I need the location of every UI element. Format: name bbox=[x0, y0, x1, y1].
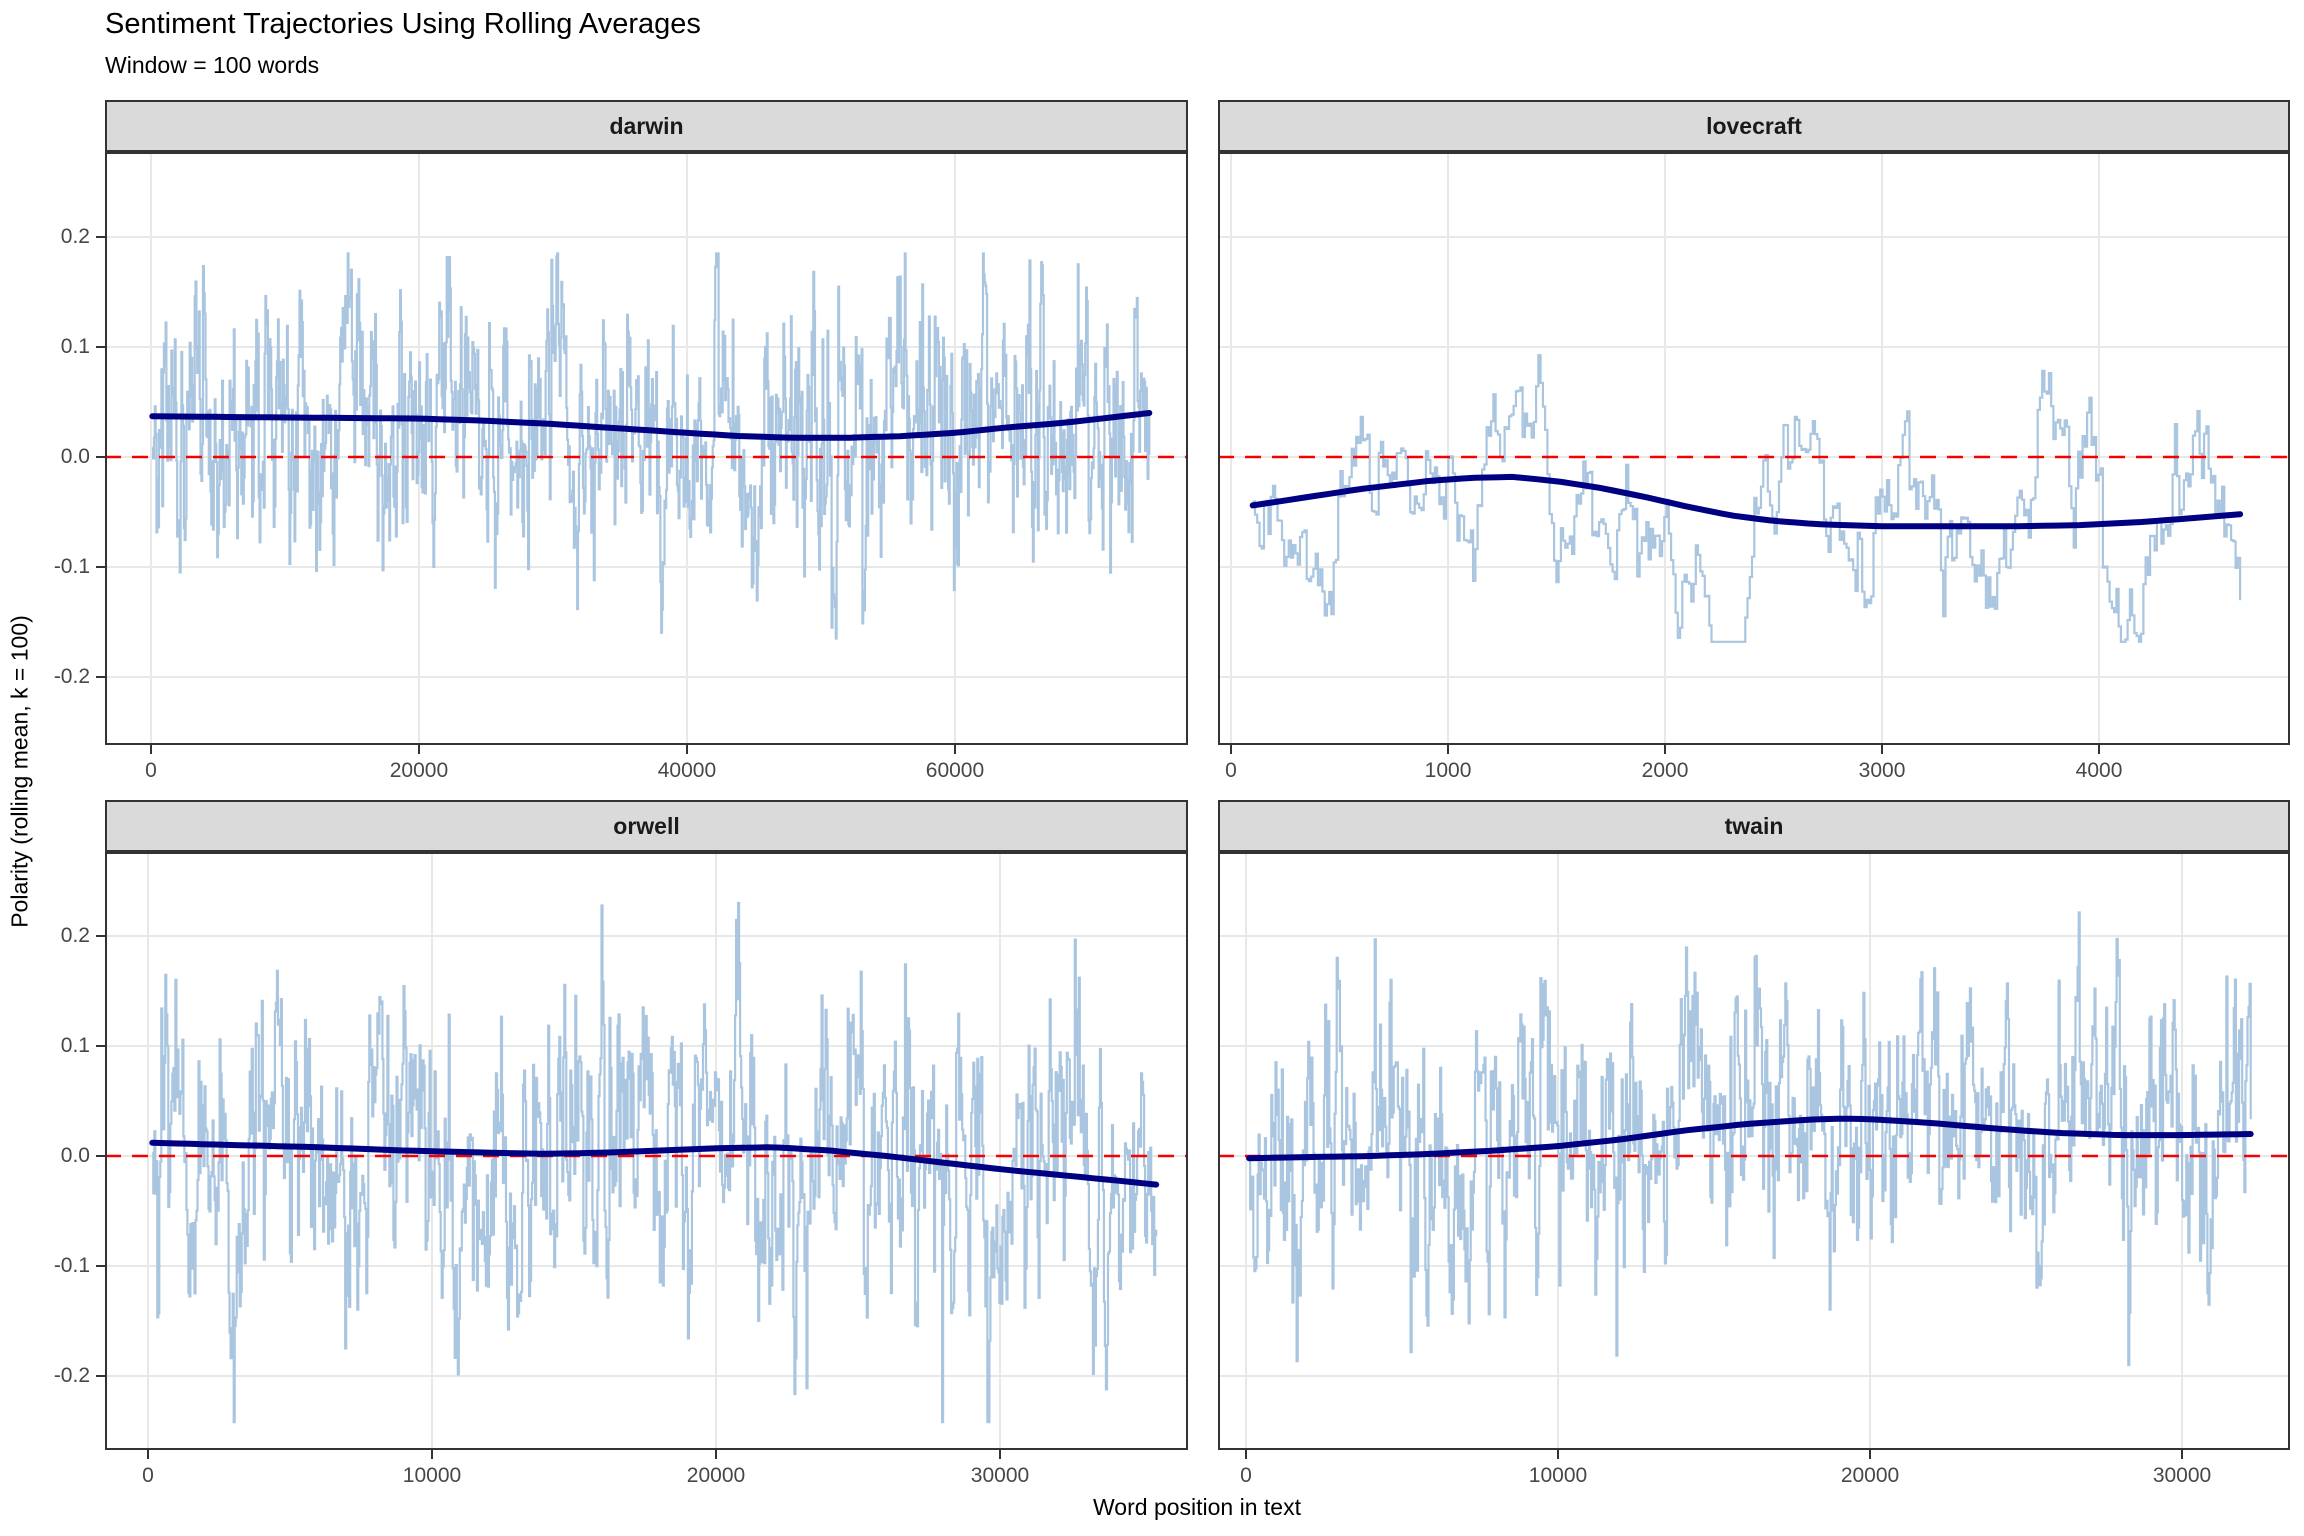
x-tick-label: 10000 bbox=[1528, 1464, 1588, 1487]
x-tick-label: 4000 bbox=[2075, 759, 2123, 782]
y-tick-label: 0.1 bbox=[60, 1034, 90, 1058]
y-tick-label: 0.1 bbox=[60, 335, 90, 359]
y-tick-label: -0.1 bbox=[53, 1253, 90, 1277]
x-tick-mark bbox=[1869, 1450, 1872, 1459]
x-tick-label: 40000 bbox=[657, 759, 717, 782]
x-tick-mark bbox=[714, 1450, 717, 1459]
x-tick-mark bbox=[1881, 745, 1884, 754]
y-tick-mark bbox=[96, 456, 105, 459]
x-tick-label: 2000 bbox=[1641, 759, 1689, 782]
y-tick-label: -0.1 bbox=[53, 555, 90, 579]
y-tick-label: -0.2 bbox=[53, 1363, 90, 1387]
x-axis-title: Word position in text bbox=[1093, 1494, 1301, 1520]
x-tick-mark bbox=[146, 1450, 149, 1459]
y-tick-mark bbox=[96, 1155, 105, 1157]
x-tick-mark bbox=[998, 1450, 1001, 1459]
x-tick-mark bbox=[417, 745, 420, 754]
sentiment-chart-orwell bbox=[105, 852, 1188, 1450]
sentiment-chart-lovecraft bbox=[1218, 152, 2290, 745]
x-tick-mark bbox=[149, 745, 152, 754]
y-tick-mark bbox=[96, 1374, 105, 1377]
x-tick-mark bbox=[430, 1450, 433, 1459]
x-tick-label: 0 bbox=[1240, 1464, 1252, 1487]
y-tick-mark bbox=[96, 1264, 105, 1267]
facet-strip-twain: twain bbox=[1218, 800, 2290, 852]
plot-title: Sentiment Trajectories Using Rolling Ave… bbox=[105, 8, 701, 40]
x-tick-mark bbox=[2098, 745, 2101, 754]
y-tick-label: 0.0 bbox=[60, 1144, 90, 1167]
x-tick-label: 60000 bbox=[925, 759, 985, 782]
facet-label-lovecraft: lovecraft bbox=[1706, 112, 1802, 139]
x-tick-label: 30000 bbox=[970, 1464, 1030, 1487]
facet-strip-darwin: darwin bbox=[105, 100, 1188, 152]
x-tick-label: 30000 bbox=[2152, 1464, 2212, 1487]
y-tick-label: 0.0 bbox=[60, 445, 90, 469]
x-tick-label: 3000 bbox=[1858, 759, 1906, 782]
y-tick-mark bbox=[96, 566, 105, 569]
y-tick-mark bbox=[96, 236, 105, 239]
facet-label-orwell: orwell bbox=[613, 812, 680, 839]
x-tick-mark bbox=[1244, 1450, 1247, 1459]
facet-label-twain: twain bbox=[1724, 812, 1784, 839]
x-tick-mark bbox=[1447, 745, 1450, 754]
x-tick-label: 20000 bbox=[686, 1464, 746, 1487]
x-tick-label: 20000 bbox=[389, 759, 449, 782]
plot-subtitle: Window = 100 words bbox=[105, 52, 320, 78]
y-tick-label: 0.2 bbox=[60, 225, 90, 249]
facet-strip-lovecraft: lovecraft bbox=[1218, 100, 2290, 152]
y-tick-mark bbox=[96, 935, 105, 938]
facet-label-darwin: darwin bbox=[609, 112, 684, 139]
x-tick-mark bbox=[685, 745, 688, 754]
x-tick-mark bbox=[1664, 745, 1667, 754]
x-tick-label: 20000 bbox=[1840, 1464, 1900, 1487]
sentiment-chart-twain bbox=[1218, 852, 2290, 1450]
y-tick-mark bbox=[96, 676, 105, 679]
y-tick-label: 0.2 bbox=[60, 924, 90, 948]
x-tick-mark bbox=[1230, 745, 1233, 754]
y-tick-mark bbox=[96, 1045, 105, 1048]
x-tick-label: 0 bbox=[142, 1464, 154, 1487]
x-tick-mark bbox=[953, 745, 956, 754]
x-tick-mark bbox=[1557, 1450, 1559, 1459]
sentiment-chart-darwin bbox=[105, 152, 1188, 745]
x-tick-mark bbox=[2181, 1450, 2184, 1459]
x-tick-label: 1000 bbox=[1424, 759, 1472, 782]
x-tick-label: 0 bbox=[1225, 759, 1237, 782]
y-axis-title: Polarity (rolling mean, k = 100) bbox=[6, 615, 33, 928]
y-tick-mark bbox=[96, 346, 105, 349]
facet-strip-orwell: orwell bbox=[105, 800, 1188, 852]
x-tick-label: 10000 bbox=[402, 1464, 462, 1487]
x-tick-label: 0 bbox=[145, 759, 157, 782]
y-tick-label: -0.2 bbox=[53, 665, 90, 689]
